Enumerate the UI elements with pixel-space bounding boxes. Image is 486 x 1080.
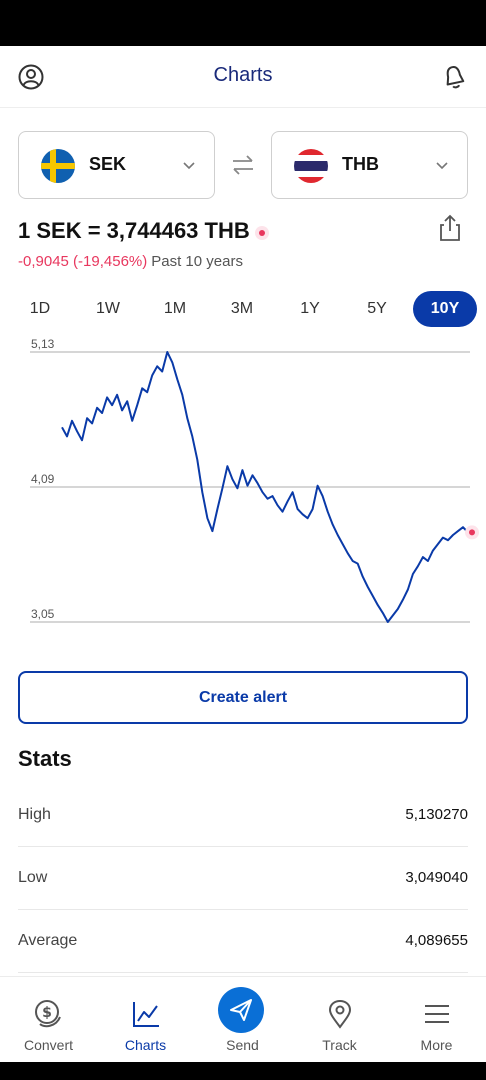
y-tick-label: 5,13 [31, 337, 55, 351]
chart-icon [133, 1002, 159, 1027]
stat-row-high: High 5,130270 [18, 784, 468, 847]
nav-label: Charts [124, 1037, 167, 1053]
range-1y[interactable]: 1Y [300, 300, 320, 317]
stats-title: Stats [18, 746, 72, 771]
rate-change: -0,9045 (-19,456%) Past 10 years [18, 253, 243, 270]
to-currency-picker[interactable]: THB [271, 131, 468, 199]
location-pin-icon [328, 999, 352, 1029]
stat-label: High [18, 806, 51, 823]
rate-line [61, 351, 469, 623]
create-alert-button[interactable]: Create alert [18, 671, 468, 724]
thailand-flag-icon [294, 149, 328, 183]
stat-label: Low [18, 869, 48, 886]
stat-row-average: Average 4,089655 [18, 910, 468, 973]
menu-icon [425, 1005, 449, 1023]
nav-send[interactable]: Send [194, 977, 291, 1062]
exchange-rate: 1 SEK = 3,744463 THB [18, 218, 250, 243]
range-10y[interactable]: 10Y [413, 291, 477, 327]
time-range-selector: 1D 1W 1M 3M 1Y 5Y 10Y [0, 291, 486, 327]
nav-charts[interactable]: Charts [97, 977, 194, 1062]
svg-text:$: $ [42, 1005, 52, 1021]
y-tick-label: 3,05 [31, 607, 55, 621]
nav-more[interactable]: More [388, 977, 485, 1062]
current-point [469, 529, 475, 536]
send-icon [230, 999, 252, 1021]
rate-change-period: Past 10 years [151, 253, 243, 270]
rate-chart: 5,13 4,09 3,05 [0, 336, 486, 636]
bell-icon[interactable] [442, 64, 466, 90]
nav-label: Send [226, 1037, 259, 1053]
send-button-circle [218, 987, 264, 1033]
page-title: Charts [213, 64, 273, 86]
swap-icon[interactable] [230, 152, 256, 178]
range-1w[interactable]: 1W [96, 300, 120, 317]
profile-icon[interactable] [18, 64, 44, 90]
coin-icon: $ [35, 1000, 61, 1028]
stat-value: 4,089655 [405, 932, 468, 949]
sweden-flag-icon [41, 149, 75, 183]
from-currency-picker[interactable]: SEK [18, 131, 215, 199]
nav-track[interactable]: Track [291, 977, 388, 1062]
nav-label: Convert [23, 1037, 74, 1053]
nav-label: Track [322, 1037, 357, 1053]
nav-convert[interactable]: $ Convert [0, 977, 97, 1062]
stat-value: 3,049040 [405, 869, 468, 886]
range-1d[interactable]: 1D [29, 300, 51, 317]
rate-chart-svg: 5,13 4,09 3,05 [30, 337, 479, 623]
chevron-down-icon [436, 162, 448, 170]
range-5y[interactable]: 5Y [367, 300, 387, 317]
stat-value: 5,130270 [405, 806, 468, 823]
live-indicator [255, 226, 269, 240]
y-tick-label: 4,09 [31, 472, 55, 486]
share-icon[interactable] [438, 214, 462, 242]
bottom-nav: $ Convert Charts Send [0, 976, 486, 1062]
to-currency-code: THB [342, 154, 379, 174]
chevron-down-icon [183, 162, 195, 170]
stat-row-low: Low 3,049040 [18, 847, 468, 910]
nav-label: More [420, 1037, 453, 1053]
from-currency-code: SEK [89, 154, 127, 174]
stat-label: Average [18, 932, 78, 949]
charts-screen: Charts SEK THB 1 SEK = 3,744 [0, 46, 486, 1062]
rate-change-value: -0,9045 (-19,456%) [18, 253, 148, 270]
range-3m[interactable]: 3M [230, 300, 254, 317]
range-1m[interactable]: 1M [163, 300, 187, 317]
app-header: Charts [0, 46, 486, 108]
